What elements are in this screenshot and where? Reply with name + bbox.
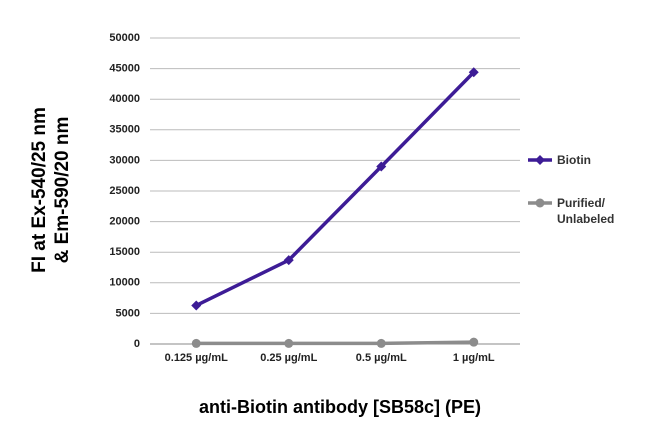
series-line: [195, 71, 475, 308]
legend-label: Biotin: [557, 153, 591, 167]
legend-marker: [535, 155, 545, 165]
x-tick-label: 1 µg/mL: [453, 352, 495, 364]
y-tick-label: 30000: [109, 154, 140, 166]
point: [191, 338, 201, 348]
legend-label: Purified/ Unlabeled: [557, 196, 615, 226]
y-tick-label: 25000: [109, 185, 140, 197]
y-tick-label: 20000: [109, 216, 140, 228]
point: [376, 161, 387, 172]
point: [284, 338, 294, 348]
y-tick-label: 45000: [109, 63, 140, 75]
legend-marker: [535, 198, 545, 208]
series-line: [196, 340, 474, 346]
x-tick-label: 0.5 µg/mL: [356, 352, 407, 364]
y-tick-label: 5000: [116, 307, 140, 319]
point: [469, 337, 479, 347]
y-tick-label: 35000: [109, 124, 140, 136]
point: [468, 67, 479, 78]
y-tick-label: 0: [134, 338, 140, 350]
y-tick-label: 50000: [109, 32, 140, 44]
x-axis-label: anti-Biotin antibody [SB58c] (PE): [199, 397, 481, 417]
point: [283, 255, 294, 266]
point: [376, 338, 386, 348]
y-tick-label: 40000: [109, 93, 140, 105]
point: [191, 300, 202, 311]
y-axis-label: & Em-590/20 nm: [52, 117, 73, 264]
y-tick-label: 10000: [109, 277, 140, 289]
y-tick-label: 15000: [109, 246, 140, 258]
y-axis-label: FI at Ex-540/25 nm: [29, 107, 50, 273]
x-tick-label: 0.25 µg/mL: [260, 352, 317, 364]
x-tick-label: 0.125 µg/mL: [165, 352, 228, 364]
